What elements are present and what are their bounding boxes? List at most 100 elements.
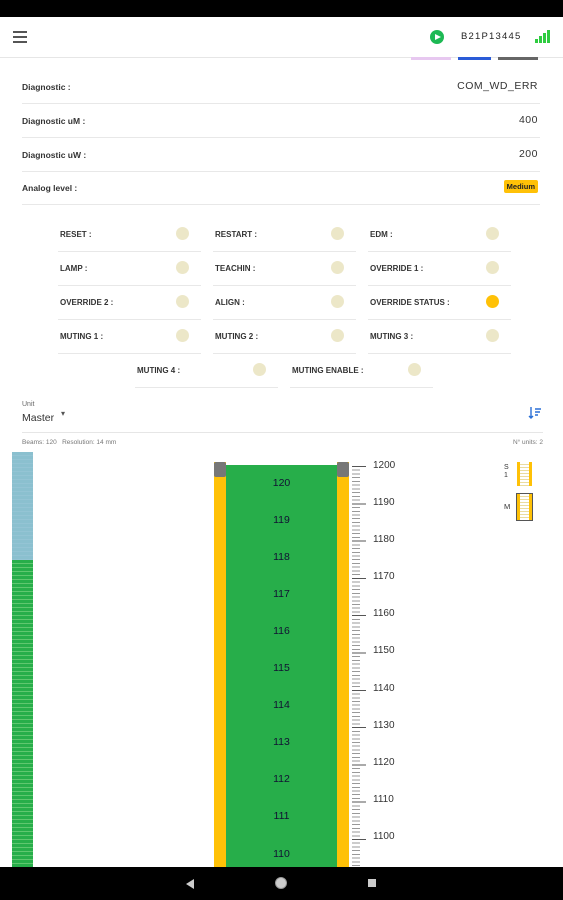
- status-dot-icon: [486, 329, 499, 342]
- io-label: MUTING 3 :: [370, 332, 414, 341]
- status-dot-icon: [486, 295, 499, 308]
- diagnostic-row: Diagnostic : COM_WD_ERR: [22, 70, 540, 104]
- tab-indicator-3: [498, 57, 538, 60]
- system-nav-bar: [0, 867, 563, 900]
- io-reset: RESET :: [58, 218, 201, 252]
- beam-area: [226, 465, 337, 867]
- beam-number: 111: [273, 810, 290, 822]
- sort-icon[interactable]: [528, 406, 542, 420]
- tab-indicator-1: [411, 57, 451, 60]
- scale-label: 1150: [373, 645, 395, 656]
- scale-label: 1160: [373, 608, 395, 619]
- resolution: Resolution: 14 mm: [62, 439, 117, 446]
- io-override-1: OVERRIDE 1 :: [368, 252, 511, 286]
- io-label: LAMP :: [60, 264, 88, 273]
- info-line: Beams: 120 Resolution: 14 mm N° units: 2: [22, 432, 543, 453]
- io-label: RESTART :: [215, 230, 258, 239]
- io-label: MUTING 2 :: [215, 332, 259, 341]
- io-label: ALIGN :: [215, 298, 245, 307]
- beams-count: Beams: 120: [22, 439, 57, 446]
- scale-label: 1180: [373, 534, 395, 545]
- home-icon[interactable]: [275, 877, 287, 889]
- io-label: OVERRIDE STATUS :: [370, 298, 450, 307]
- scale-label: 1200: [373, 460, 396, 471]
- right-cap: [337, 462, 349, 477]
- beams-info: Beams: 120 Resolution: 14 mm: [22, 439, 116, 446]
- diagnostic-uw-value: 200: [518, 148, 538, 160]
- status-dot-icon: [176, 295, 189, 308]
- io-muting-3: MUTING 3 :: [368, 320, 511, 354]
- left-rail: [214, 462, 226, 867]
- analog-level-badge: Medium: [503, 180, 538, 193]
- io-align: ALIGN :: [213, 286, 356, 320]
- io-label: MUTING 1 :: [60, 332, 104, 341]
- io-muting-enable: MUTING ENABLE :: [290, 354, 433, 388]
- left-cap: [214, 462, 226, 477]
- scale-label: 1130: [373, 720, 395, 731]
- io-label: RESET :: [60, 230, 92, 239]
- status-dot-icon: [331, 261, 344, 274]
- back-icon[interactable]: [186, 879, 194, 889]
- scale-label: 1100: [373, 831, 395, 842]
- mini-unit-slave-label: S 1: [504, 464, 509, 479]
- play-icon[interactable]: [430, 30, 444, 44]
- scale-label: 1140: [373, 683, 395, 694]
- mini-unit-slave[interactable]: [517, 462, 532, 486]
- beam-number: 120: [272, 477, 291, 489]
- io-label: OVERRIDE 1 :: [370, 264, 424, 273]
- status-dot-icon: [253, 363, 266, 376]
- beam-number: 118: [273, 551, 290, 563]
- mini-unit-master[interactable]: [516, 493, 533, 521]
- io-label: MUTING ENABLE :: [292, 366, 364, 375]
- system-status-bar: [0, 0, 563, 17]
- scale-label: 1120: [373, 757, 395, 768]
- recents-icon[interactable]: [368, 879, 376, 887]
- status-dot-icon: [176, 261, 189, 274]
- analog-level-label: Analog level :: [22, 183, 78, 193]
- diagnostic-um-value: 400: [518, 114, 538, 126]
- chevron-down-icon[interactable]: ▾: [61, 409, 66, 418]
- right-rail: [337, 462, 349, 867]
- status-dot-icon: [331, 329, 344, 342]
- diagnostic-um-row: Diagnostic uM : 400: [22, 104, 540, 138]
- diagnostic-um-label: Diagnostic uM :: [22, 116, 86, 126]
- scale-label: 1170: [373, 571, 395, 582]
- scale-label: 1110: [373, 794, 394, 805]
- beam-number: 119: [273, 514, 290, 526]
- status-dot-icon: [331, 295, 344, 308]
- analog-level-row: Analog level : Medium: [22, 171, 540, 205]
- beam-number: 113: [273, 736, 290, 748]
- beam-number: 115: [273, 662, 290, 674]
- beam-number: 112: [273, 773, 290, 785]
- diagnostic-uw-row: Diagnostic uW : 200: [22, 138, 540, 172]
- light-curtain-view: 120 119 118 117 116 115 114 113 112 111 …: [0, 452, 563, 867]
- diagnostic-value: COM_WD_ERR: [457, 80, 538, 92]
- io-restart: RESTART :: [213, 218, 356, 252]
- io-label: OVERRIDE 2 :: [60, 298, 114, 307]
- mini-unit-master-label: M: [504, 502, 511, 511]
- status-dot-icon: [176, 227, 189, 240]
- menu-icon[interactable]: [13, 31, 27, 43]
- io-muting-4: MUTING 4 :: [135, 354, 278, 388]
- io-label: EDM :: [370, 230, 393, 239]
- io-label: TEACHIN :: [215, 264, 256, 273]
- scale-label: 1190: [373, 497, 395, 508]
- status-dot-icon: [486, 227, 499, 240]
- io-override-status: OVERRIDE STATUS :: [368, 286, 511, 320]
- diagnostic-uw-label: Diagnostic uW :: [22, 150, 87, 160]
- io-lamp: LAMP :: [58, 252, 201, 286]
- io-edm: EDM :: [368, 218, 511, 252]
- beam-number: 114: [273, 699, 290, 711]
- unit-select[interactable]: Master: [22, 412, 55, 424]
- scale-ruler-major: [352, 466, 366, 867]
- status-dot-icon: [408, 363, 421, 376]
- signal-icon: [535, 30, 551, 43]
- unit-label: Unit: [22, 401, 35, 408]
- io-muting-2: MUTING 2 :: [213, 320, 356, 354]
- beam-number: 117: [273, 588, 290, 600]
- tab-indicator-2: [458, 57, 491, 60]
- io-label: MUTING 4 :: [137, 366, 181, 375]
- status-dot-icon: [331, 227, 344, 240]
- beam-number: 116: [273, 625, 290, 637]
- device-id: B21P13445: [461, 31, 522, 42]
